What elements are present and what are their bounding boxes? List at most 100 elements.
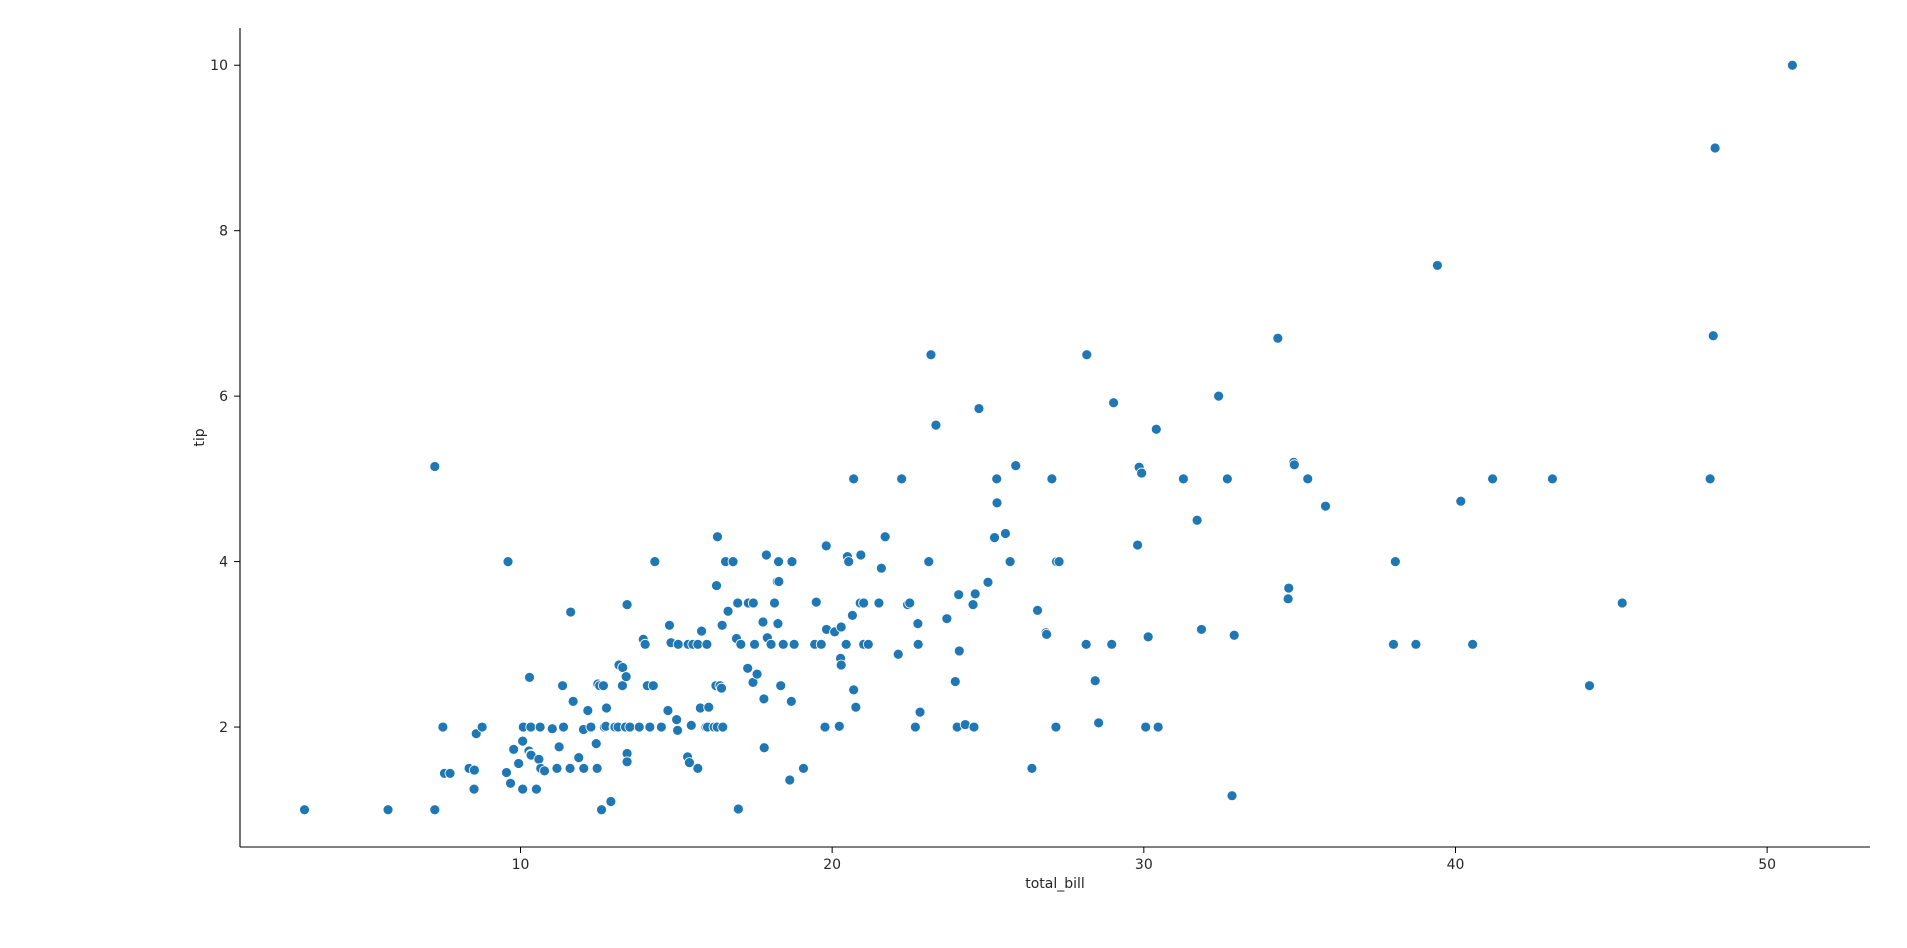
scatter-points bbox=[299, 59, 1798, 816]
data-point bbox=[621, 756, 633, 768]
data-point bbox=[912, 618, 924, 630]
data-point bbox=[565, 606, 577, 618]
data-point bbox=[1410, 638, 1422, 650]
data-point bbox=[896, 473, 908, 485]
data-point bbox=[1053, 556, 1065, 567]
data-point bbox=[757, 616, 769, 628]
data-point bbox=[1152, 721, 1164, 733]
data-point bbox=[758, 742, 770, 754]
data-point bbox=[876, 562, 887, 574]
data-point bbox=[1320, 500, 1331, 512]
data-point bbox=[664, 619, 675, 631]
data-point bbox=[1282, 593, 1294, 605]
data-point bbox=[840, 638, 852, 650]
data-point bbox=[820, 540, 832, 552]
data-point bbox=[712, 531, 723, 543]
data-point bbox=[1302, 473, 1314, 485]
data-point bbox=[1150, 423, 1162, 435]
data-point bbox=[941, 613, 953, 625]
data-point bbox=[644, 721, 656, 733]
data-point bbox=[991, 497, 1003, 509]
data-point bbox=[1106, 638, 1118, 650]
data-point bbox=[716, 682, 727, 694]
data-point bbox=[858, 597, 870, 609]
data-point bbox=[914, 706, 926, 718]
data-point bbox=[848, 684, 860, 696]
data-point bbox=[1041, 628, 1052, 640]
data-point bbox=[785, 696, 797, 707]
data-point bbox=[953, 589, 965, 601]
data-point bbox=[1455, 495, 1467, 507]
data-point bbox=[671, 714, 683, 725]
x-tick-label: 20 bbox=[823, 857, 841, 873]
data-point bbox=[551, 763, 563, 774]
data-point bbox=[534, 721, 546, 733]
data-point bbox=[597, 680, 609, 692]
data-point bbox=[621, 599, 633, 611]
data-point bbox=[684, 757, 695, 769]
y-axis-ticks: 2 4 6 8 10 bbox=[210, 58, 240, 736]
data-point bbox=[558, 721, 569, 733]
data-point bbox=[662, 705, 674, 716]
data-point bbox=[617, 680, 628, 692]
data-point bbox=[513, 758, 525, 769]
x-axis-ticks: 10 20 30 40 50 bbox=[512, 847, 1776, 873]
data-point bbox=[564, 763, 576, 774]
data-point bbox=[810, 596, 822, 608]
data-point bbox=[815, 638, 827, 650]
data-point bbox=[855, 549, 867, 561]
data-point bbox=[862, 638, 874, 650]
data-point bbox=[843, 556, 855, 567]
data-point bbox=[578, 763, 590, 774]
data-point bbox=[620, 671, 632, 682]
data-point bbox=[624, 721, 636, 733]
data-point bbox=[833, 720, 845, 732]
y-tick-label: 2 bbox=[219, 720, 228, 736]
data-point bbox=[591, 763, 603, 774]
data-point bbox=[647, 680, 659, 692]
data-point bbox=[847, 609, 858, 621]
data-point bbox=[1142, 631, 1154, 643]
data-point bbox=[873, 597, 885, 609]
data-point bbox=[590, 738, 602, 749]
data-point bbox=[1136, 467, 1148, 479]
data-point bbox=[1032, 605, 1043, 616]
data-point bbox=[696, 625, 707, 637]
data-point bbox=[639, 638, 651, 650]
data-point bbox=[722, 605, 734, 617]
y-tick-label: 4 bbox=[219, 555, 228, 571]
data-point bbox=[953, 645, 965, 657]
data-point bbox=[468, 764, 480, 776]
data-point bbox=[751, 668, 763, 680]
data-point bbox=[1388, 638, 1399, 650]
data-point bbox=[949, 676, 961, 687]
data-point bbox=[1108, 397, 1119, 409]
data-point bbox=[925, 349, 937, 361]
data-point bbox=[299, 804, 310, 816]
data-point bbox=[692, 638, 704, 650]
data-point bbox=[1389, 556, 1401, 567]
data-point bbox=[835, 659, 847, 671]
data-point bbox=[1196, 624, 1207, 635]
data-point bbox=[973, 403, 985, 414]
data-point bbox=[765, 638, 777, 650]
data-point bbox=[444, 767, 456, 779]
data-point bbox=[1140, 721, 1152, 733]
data-point bbox=[1786, 59, 1798, 71]
data-point bbox=[1178, 473, 1189, 485]
data-point bbox=[1046, 473, 1058, 485]
data-point bbox=[1050, 721, 1062, 733]
data-point bbox=[617, 662, 629, 673]
data-point bbox=[772, 618, 784, 630]
data-point bbox=[850, 701, 862, 713]
data-point bbox=[524, 672, 535, 683]
data-point bbox=[798, 763, 809, 774]
data-point bbox=[1467, 638, 1479, 650]
data-point bbox=[468, 783, 480, 795]
x-tick-label: 30 bbox=[1135, 857, 1153, 873]
data-point bbox=[1081, 349, 1093, 361]
data-point bbox=[1089, 675, 1101, 687]
data-point bbox=[1707, 330, 1719, 342]
data-point bbox=[685, 719, 697, 731]
data-point bbox=[892, 648, 904, 660]
